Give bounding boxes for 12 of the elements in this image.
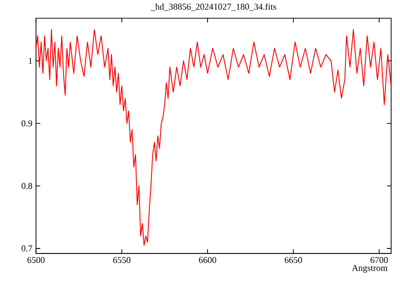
chart-title: _hd_38856_20241027_180_34.fits	[150, 3, 276, 11]
x-tick-label: 6700	[370, 256, 388, 263]
x-tick-label: 6550	[113, 256, 130, 263]
x-tick-label: 6600	[199, 256, 216, 263]
x-tick-label: 6500	[27, 256, 45, 263]
line-series	[36, 28, 392, 246]
y-tick-label: 0.8	[22, 182, 32, 189]
y-tick-label: 1	[28, 58, 32, 64]
x-tick-label: 6650	[284, 256, 302, 263]
x-axis-title: Angstrom	[352, 264, 388, 273]
y-tick-label: 0.9	[22, 120, 32, 126]
y-tick-label: 0.7	[22, 245, 32, 252]
